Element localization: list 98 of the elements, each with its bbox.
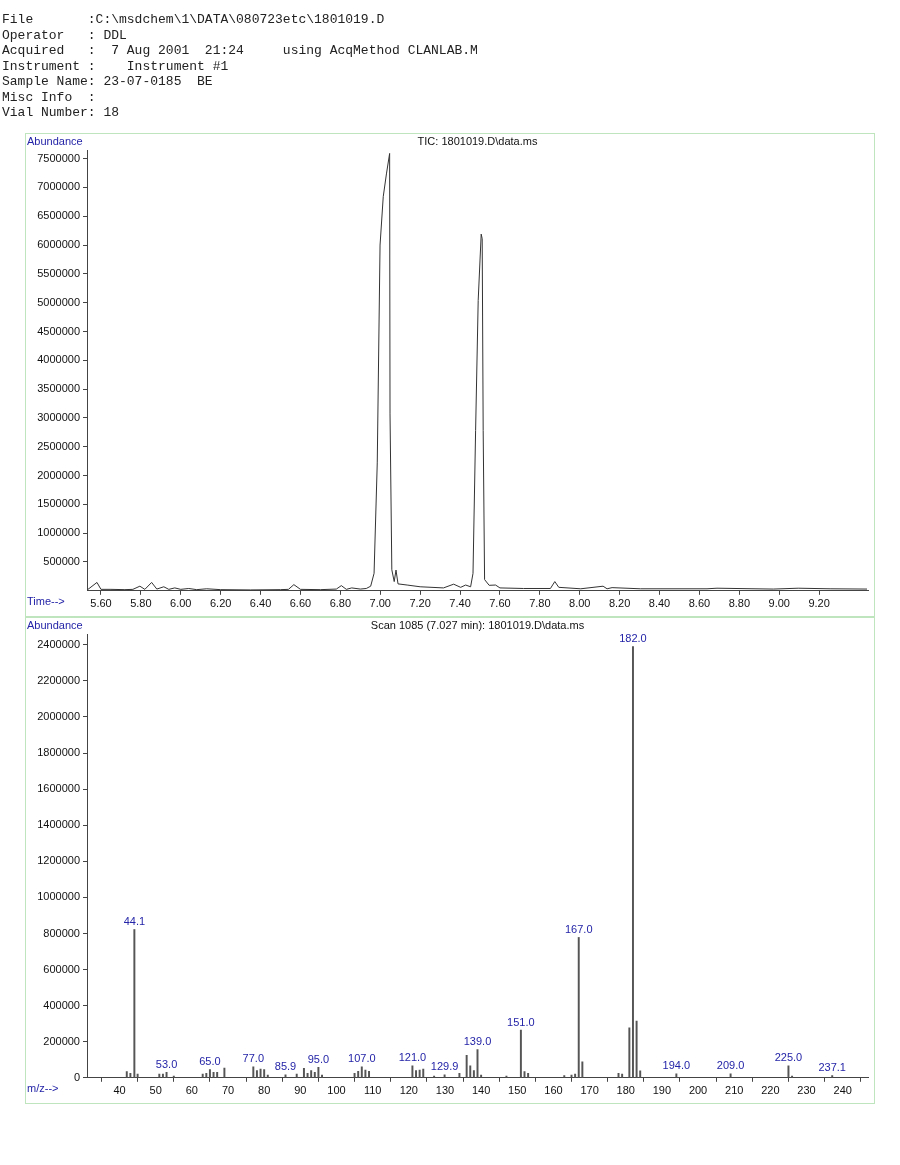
x-tick-label: 150 xyxy=(508,1083,527,1096)
x-tick-label: 5.60 xyxy=(90,596,112,609)
x-tick-label: 160 xyxy=(544,1083,563,1096)
text: Misc Info : xyxy=(2,89,96,105)
text: Vial Number: 18 xyxy=(2,105,120,120)
x-tick-label: 8.00 xyxy=(569,596,591,609)
y-tick-label: 1400000 xyxy=(37,817,80,830)
x-tick-label: 70 xyxy=(221,1083,235,1096)
annotation: 121.0 xyxy=(398,1050,427,1063)
y-tick-label: 800000 xyxy=(43,926,80,939)
y-tick-label: 400000 xyxy=(43,998,80,1011)
x-tick-label: 220 xyxy=(761,1083,780,1096)
annotation: 107.0 xyxy=(348,1051,376,1064)
y-tick-label: 500000 xyxy=(43,554,80,567)
y-tick-label: 2400000 xyxy=(37,637,80,650)
x-tick-label: 9.20 xyxy=(808,596,830,609)
y-tick-label: 2200000 xyxy=(37,673,80,686)
y-tick-label: 4000000 xyxy=(37,352,80,365)
x-tick-label: 6.00 xyxy=(170,596,192,609)
x-tick-label: 7.00 xyxy=(369,596,391,609)
annotation: 167.0 xyxy=(564,922,593,935)
y-tick-label: 1600000 xyxy=(37,781,80,794)
annotation: 151.0 xyxy=(507,1015,535,1028)
text: Sample Name: 23-07-0185 BE xyxy=(2,74,213,89)
y-tick-label: 2000000 xyxy=(37,468,80,481)
x-tick-label: 240 xyxy=(833,1083,852,1096)
y-tick-label: 5500000 xyxy=(37,266,80,279)
x-tick-label: 130 xyxy=(435,1083,455,1096)
x-tick-label: 170 xyxy=(580,1083,599,1096)
y-axis-title: Abundance xyxy=(27,618,83,631)
annotation: 182.0 xyxy=(619,631,647,644)
annotation: 139.0 xyxy=(463,1034,492,1047)
x-tick-label: 80 xyxy=(258,1083,271,1096)
annotation: 194.0 xyxy=(662,1058,691,1071)
y-tick-label: 2500000 xyxy=(37,439,80,452)
x-tick-label: 110 xyxy=(363,1083,382,1096)
annotation: 209.0 xyxy=(716,1058,745,1071)
y-tick-label: 3000000 xyxy=(37,410,80,423)
x-tick-label: 8.60 xyxy=(688,596,711,609)
y-tick-label: 5000000 xyxy=(37,295,80,308)
x-tick-label: 9.00 xyxy=(768,596,790,609)
annotation: 85.9 xyxy=(274,1059,297,1072)
y-tick-label: 1000000 xyxy=(37,889,80,902)
x-tick-label: 8.40 xyxy=(648,596,671,609)
x-tick-label: 8.80 xyxy=(728,596,751,609)
y-tick-label: 0 xyxy=(73,1070,80,1083)
y-tick-label: 7000000 xyxy=(37,179,80,192)
y-tick-label: 3500000 xyxy=(37,381,80,394)
chart-title: Scan 1085 (7.027 min): 1801019.D\data.ms xyxy=(370,618,585,631)
y-tick-label: 2000000 xyxy=(37,709,80,722)
x-tick-label: 180 xyxy=(616,1083,635,1096)
annotation: 65.0 xyxy=(199,1054,221,1067)
x-tick-label: 6.60 xyxy=(289,596,312,609)
x-tick-label: 5.80 xyxy=(130,596,152,609)
x-axis-title: Time--> xyxy=(27,594,65,607)
y-tick-label: 1500000 xyxy=(37,496,80,509)
text: Instrument : Instrument #1 xyxy=(2,58,229,74)
annotation: 77.0 xyxy=(242,1051,265,1064)
x-tick-label: 7.20 xyxy=(409,596,431,609)
chart-title: TIC: 1801019.D\data.ms xyxy=(417,134,538,147)
x-tick-label: 230 xyxy=(797,1083,816,1096)
y-tick-label: 600000 xyxy=(43,962,80,975)
x-tick-label: 210 xyxy=(725,1083,744,1096)
x-tick-label: 6.40 xyxy=(249,596,272,609)
x-tick-label: 120 xyxy=(399,1083,418,1096)
x-tick-label: 40 xyxy=(113,1083,126,1096)
x-axis-title: m/z--> xyxy=(27,1081,59,1094)
y-tick-label: 6500000 xyxy=(37,208,80,221)
x-tick-label: 7.40 xyxy=(449,596,471,609)
annotation: 237.1 xyxy=(818,1060,846,1073)
x-tick-label: 90 xyxy=(294,1083,307,1096)
x-tick-label: 6.20 xyxy=(209,596,232,609)
y-tick-label: 6000000 xyxy=(37,237,80,250)
annotation: 44.1 xyxy=(123,914,146,927)
annotation: 129.9 xyxy=(430,1059,459,1072)
y-tick-label: 200000 xyxy=(43,1034,80,1047)
y-tick-label: 1200000 xyxy=(37,853,80,866)
x-tick-label: 50 xyxy=(149,1083,162,1096)
y-tick-label: 4500000 xyxy=(37,324,80,337)
x-tick-label: 7.80 xyxy=(529,596,551,609)
x-tick-label: 100 xyxy=(327,1083,346,1096)
x-tick-label: 140 xyxy=(471,1083,491,1096)
x-tick-label: 6.80 xyxy=(329,596,352,609)
x-tick-label: 60 xyxy=(185,1083,198,1096)
text: Operator : DDL xyxy=(2,27,127,43)
x-tick-label: 200 xyxy=(688,1083,708,1096)
annotation: 95.0 xyxy=(307,1052,330,1065)
y-tick-label: 1800000 xyxy=(37,745,80,758)
x-tick-label: 190 xyxy=(652,1083,672,1096)
text: Acquired : 7 Aug 2001 21:24 using AcqMethod CLANLAB.M xyxy=(2,43,478,58)
y-tick-label: 1000000 xyxy=(37,525,80,538)
annotation: 53.0 xyxy=(155,1057,178,1070)
y-tick-label: 7500000 xyxy=(37,151,80,164)
text: File :C:\msdchem\1\DATA\080723etc\1801019.D xyxy=(2,12,385,27)
x-tick-label: 7.60 xyxy=(489,596,511,609)
annotation: 225.0 xyxy=(774,1050,803,1063)
y-axis-title: Abundance xyxy=(27,134,83,147)
x-tick-label: 8.20 xyxy=(608,596,631,609)
